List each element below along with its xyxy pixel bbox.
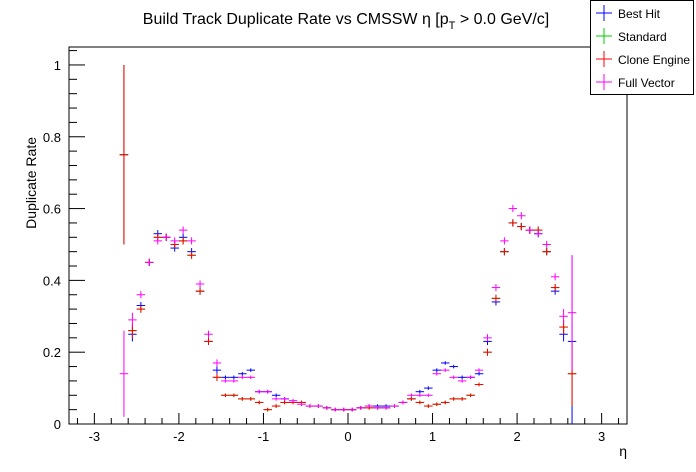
- legend-label: Full Vector: [618, 76, 675, 90]
- plot-frame: [68, 46, 628, 425]
- y-tick-label: 0.8: [43, 130, 61, 145]
- chart-title: Build Track Duplicate Rate vs CMSSW η [p…: [143, 11, 549, 32]
- legend-item: Best Hit: [591, 2, 693, 25]
- y-tick-label: 0.6: [43, 202, 61, 217]
- x-tick-label: 3: [598, 429, 605, 444]
- series-full-vector: [119, 204, 577, 417]
- axes: -3 -2 -1 0 1 2 3 0 0.2 0.4 0.6 0.8 1: [43, 50, 620, 444]
- chart-title-subscript: T: [449, 20, 456, 32]
- chart-title-tail: > 0.0 GeV/c]: [455, 11, 549, 28]
- x-tick-label: -1: [258, 429, 270, 444]
- legend-item: Full Vector: [591, 71, 693, 94]
- series-clone-engine: [119, 64, 577, 412]
- y-tick-label: 0.4: [43, 273, 61, 288]
- x-tick-label: 0: [344, 429, 351, 444]
- legend-marker: [596, 51, 612, 67]
- legend: Best Hit Standard Clone Engine Full Vector: [590, 0, 694, 95]
- legend-label: Standard: [618, 30, 667, 44]
- x-axis-label: η: [619, 443, 627, 459]
- legend-marker: [596, 74, 612, 90]
- series-standard: [119, 64, 577, 412]
- x-tick-label: 2: [513, 429, 520, 444]
- y-tick-label: 0.2: [43, 345, 61, 360]
- y-axis-label: Duplicate Rate: [23, 137, 39, 229]
- y-tick-label: 0: [54, 417, 61, 432]
- y-tick-label: 1: [54, 58, 61, 73]
- legend-label: Best Hit: [618, 7, 661, 21]
- x-tick-label: 1: [429, 429, 436, 444]
- x-tick-label: -3: [89, 429, 101, 444]
- legend-marker: [596, 5, 612, 21]
- legend-marker: [596, 28, 612, 44]
- legend-label: Clone Engine: [618, 53, 691, 67]
- legend-item: Clone Engine: [591, 48, 693, 71]
- x-tick-label: -2: [173, 429, 185, 444]
- legend-item: Standard: [591, 25, 693, 48]
- series-best-hit: [119, 64, 577, 424]
- data-marks: [119, 64, 577, 424]
